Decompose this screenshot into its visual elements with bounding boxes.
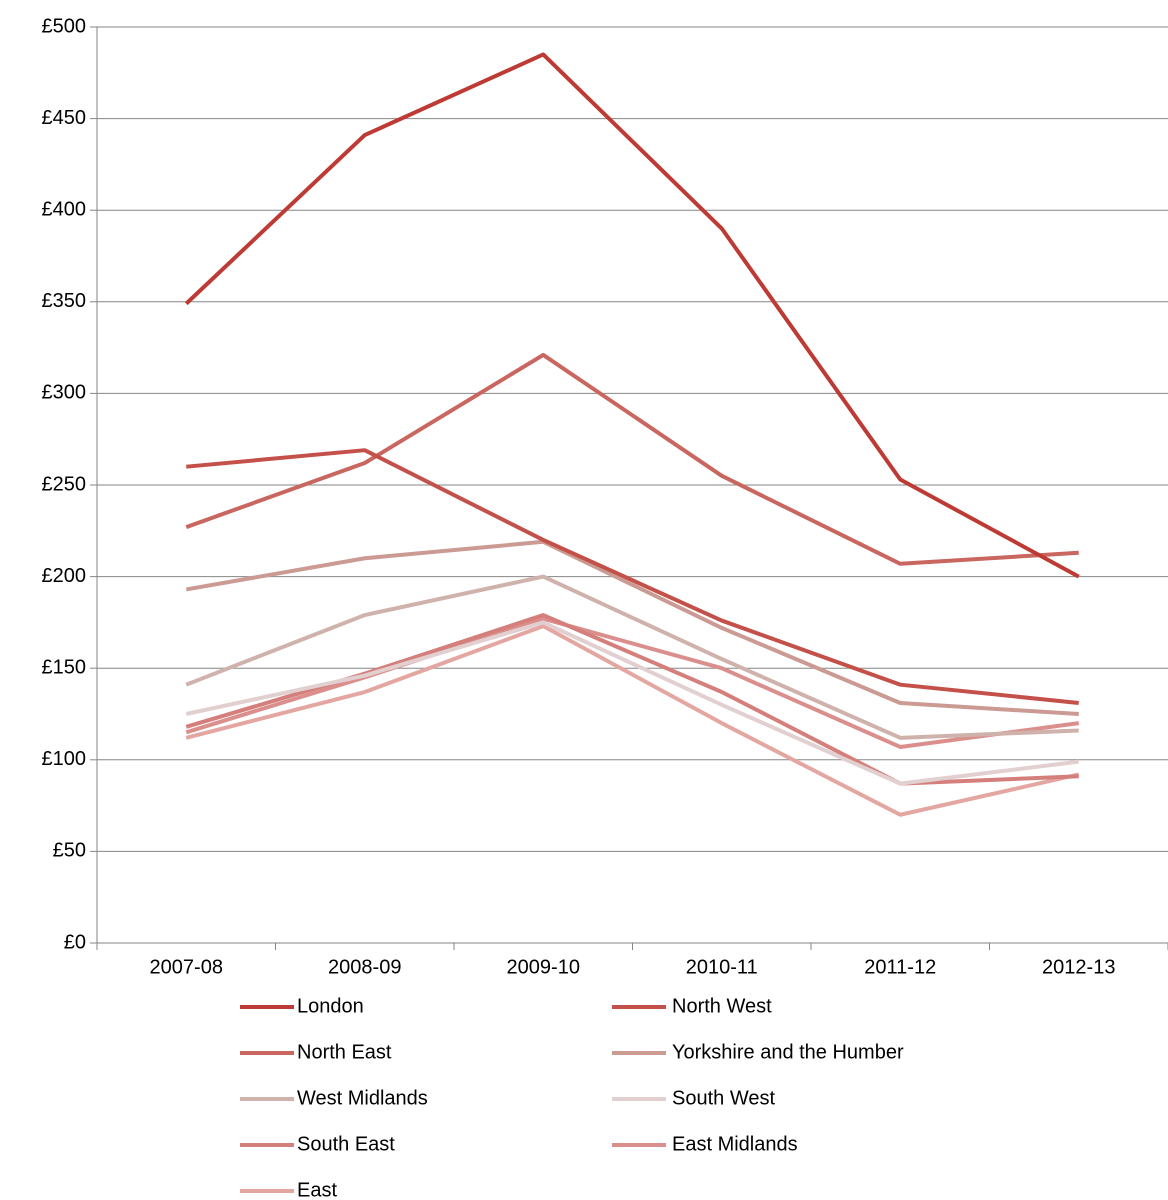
legend-label: East Midlands bbox=[672, 1133, 798, 1155]
y-tick-label: £50 bbox=[53, 840, 86, 862]
x-tick-label: 2009-10 bbox=[507, 956, 580, 978]
legend-label: North West bbox=[672, 995, 772, 1017]
y-tick-label: £150 bbox=[42, 656, 87, 678]
y-tick-label: £400 bbox=[42, 198, 87, 220]
legend-label: London bbox=[297, 995, 364, 1017]
x-tick-label: 2012-13 bbox=[1042, 956, 1115, 978]
series-line bbox=[185, 624, 1080, 817]
x-tick-label: 2011-12 bbox=[864, 956, 936, 978]
legend-label: North East bbox=[297, 1041, 392, 1063]
y-tick-label: £450 bbox=[42, 107, 87, 129]
y-tick-label: £300 bbox=[42, 382, 87, 404]
y-tick-label: £100 bbox=[42, 748, 87, 770]
x-tick-label: 2010-11 bbox=[686, 956, 758, 978]
legend-label: Yorkshire and the Humber bbox=[672, 1041, 904, 1063]
x-tick-label: 2007-08 bbox=[150, 956, 223, 978]
legend-label: East bbox=[297, 1179, 337, 1200]
series-line bbox=[185, 616, 1080, 749]
series-line bbox=[185, 574, 1079, 740]
series-line bbox=[184, 52, 1080, 579]
y-tick-label: £350 bbox=[42, 290, 87, 312]
series-line bbox=[185, 613, 1079, 786]
x-tick-label: 2008-09 bbox=[328, 956, 401, 978]
legend-label: West Midlands bbox=[297, 1087, 428, 1109]
y-tick-label: £200 bbox=[42, 565, 87, 587]
legend-label: South West bbox=[672, 1087, 775, 1109]
series-line bbox=[186, 448, 1079, 705]
series-line bbox=[185, 539, 1079, 716]
y-tick-label: £0 bbox=[64, 931, 86, 953]
series-line bbox=[185, 620, 1079, 786]
series-line bbox=[185, 352, 1079, 566]
y-tick-label: £500 bbox=[42, 15, 87, 37]
y-tick-label: £250 bbox=[42, 473, 87, 495]
legend-label: South East bbox=[297, 1133, 395, 1155]
